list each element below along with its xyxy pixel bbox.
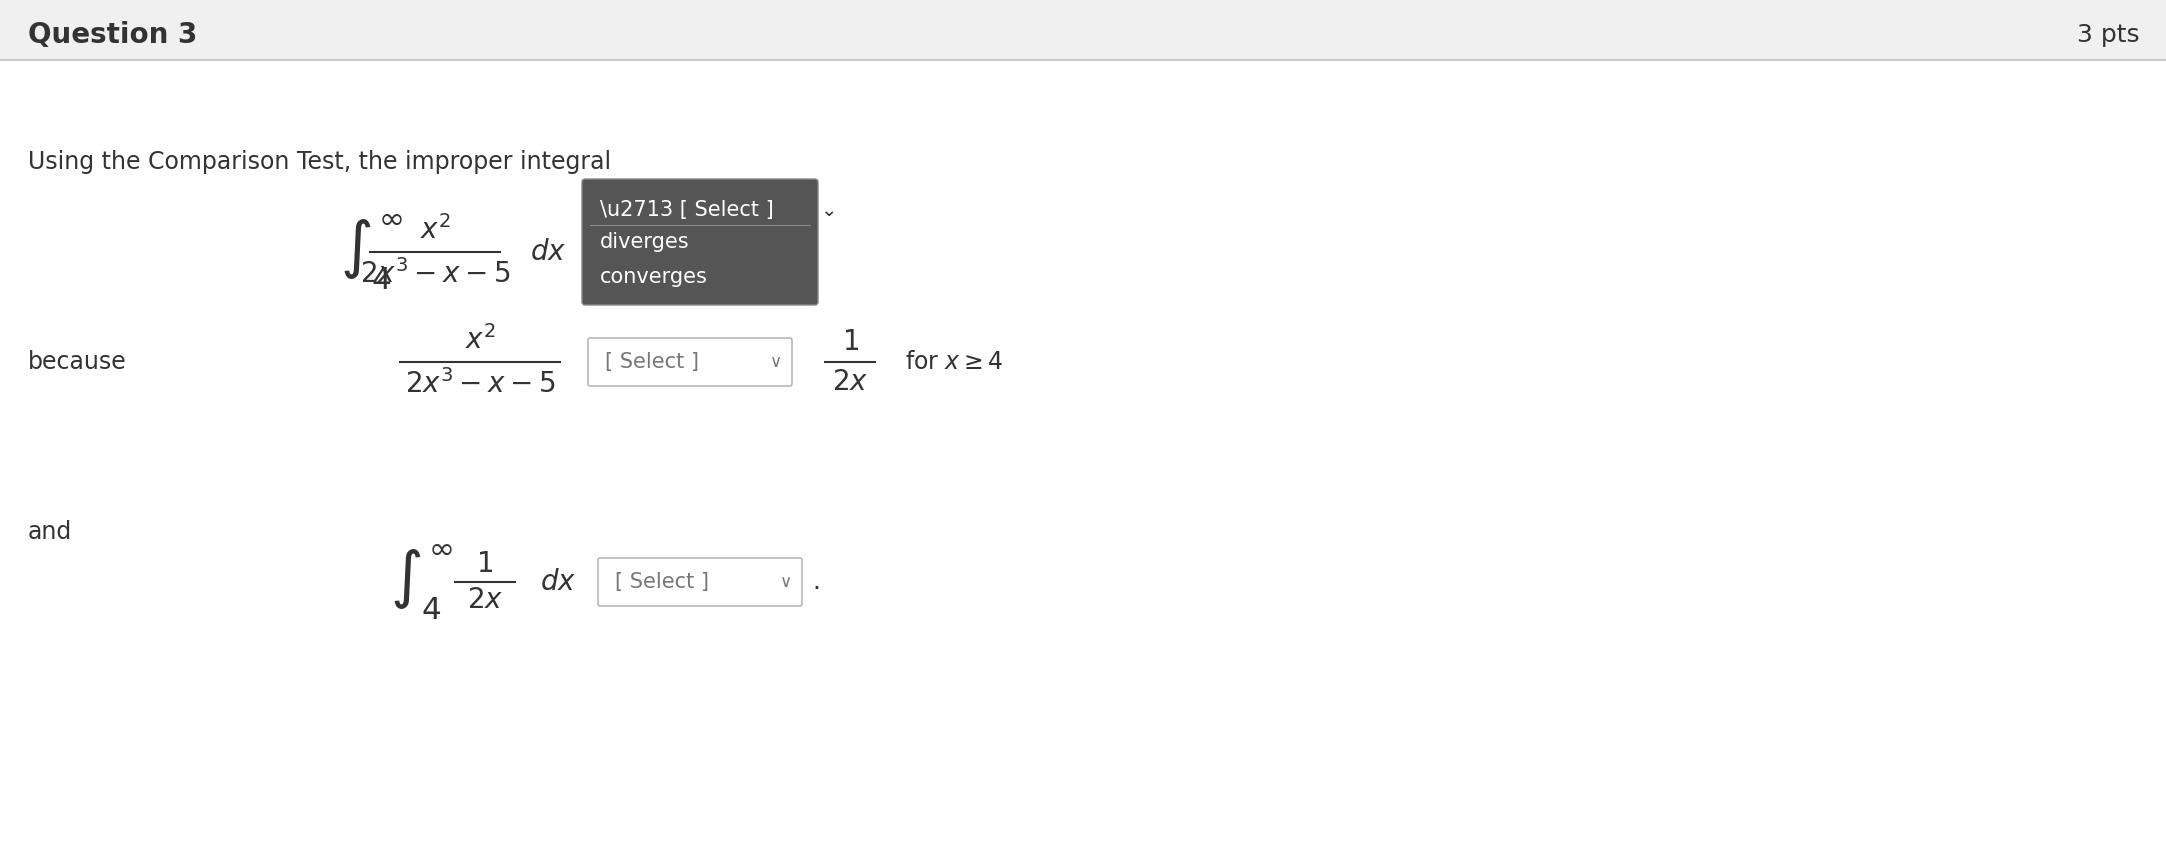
Text: Question 3: Question 3: [28, 21, 197, 49]
Text: $2x^3 - x - 5$: $2x^3 - x - 5$: [405, 369, 554, 399]
Text: ∨: ∨: [780, 573, 793, 591]
Text: $2x$: $2x$: [832, 368, 869, 396]
Text: Using the Comparison Test, the improper integral: Using the Comparison Test, the improper …: [28, 150, 611, 174]
Text: $x^2$: $x^2$: [420, 215, 451, 245]
Text: $1$: $1$: [843, 328, 858, 356]
Text: $\int_{4}^{\infty}$: $\int_{4}^{\infty}$: [390, 542, 453, 621]
Text: ⌄: ⌄: [821, 200, 836, 220]
FancyBboxPatch shape: [0, 0, 2166, 60]
Text: [ Select ]: [ Select ]: [604, 352, 700, 372]
Text: $x^2$: $x^2$: [464, 325, 496, 355]
Text: \u2713 [ Select ]: \u2713 [ Select ]: [600, 200, 773, 220]
Text: [ Select ]: [ Select ]: [615, 572, 708, 592]
Text: ∨: ∨: [769, 353, 782, 371]
Text: .: .: [812, 570, 821, 594]
FancyBboxPatch shape: [587, 338, 793, 386]
Text: because: because: [28, 350, 128, 374]
Text: and: and: [28, 520, 71, 544]
Text: converges: converges: [600, 267, 708, 287]
Text: diverges: diverges: [600, 232, 689, 252]
Text: 3 pts: 3 pts: [2077, 23, 2140, 47]
Text: $dx$: $dx$: [531, 238, 565, 266]
Text: $1$: $1$: [477, 550, 494, 578]
Text: $\int_{4}^{\infty}$: $\int_{4}^{\infty}$: [340, 212, 403, 291]
Text: $2x$: $2x$: [468, 586, 503, 614]
Text: $2x^3 - x - 5$: $2x^3 - x - 5$: [360, 259, 511, 289]
FancyBboxPatch shape: [583, 179, 819, 305]
FancyBboxPatch shape: [598, 558, 801, 606]
Text: $dx$: $dx$: [539, 568, 576, 596]
Text: for $x \geq 4$: for $x \geq 4$: [905, 350, 1003, 374]
